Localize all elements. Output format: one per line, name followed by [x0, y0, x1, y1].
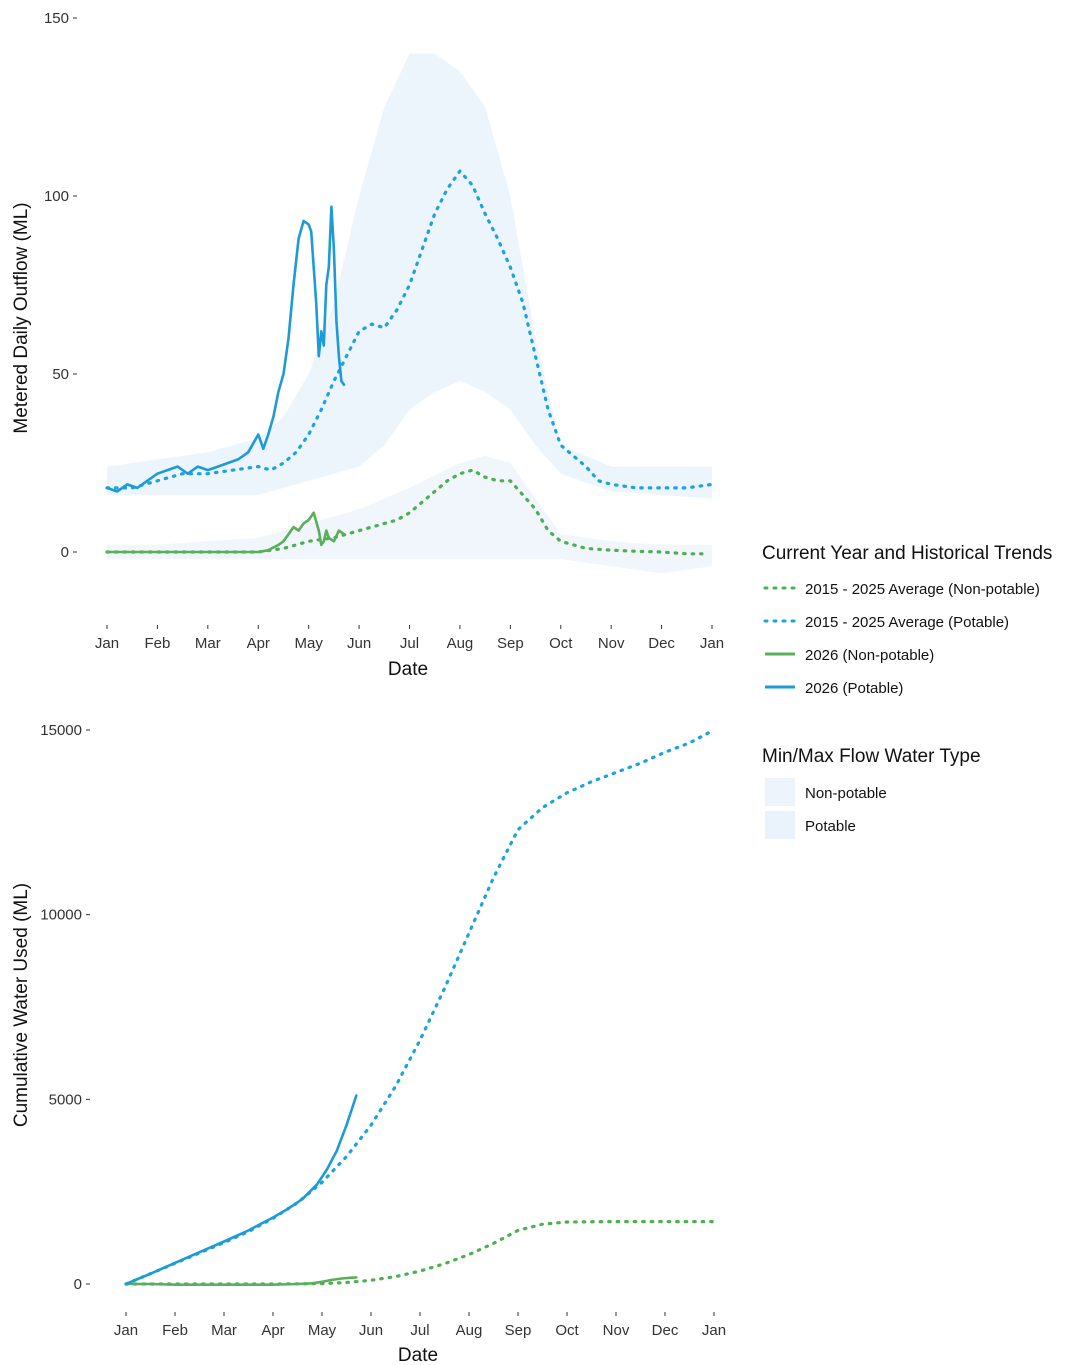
legend-key-fill-potable: [765, 811, 795, 839]
bottom-x-tick-label: Jan: [702, 1322, 726, 1339]
bottom-y-tick-label: 15000: [40, 722, 82, 739]
bottom-series-2026-potable: [124, 1094, 358, 1286]
legend-fills-title: Min/Max Flow Water Type: [762, 746, 981, 767]
bottom-x-tick-label: Jan: [114, 1322, 138, 1339]
top-x-tick-label: Jun: [347, 635, 371, 652]
top-x-tick-label: May: [294, 635, 323, 652]
legend-lines-title: Current Year and Historical Trends: [762, 543, 1052, 564]
legend-item-avg-nonpotable: 2015 - 2025 Average (Non-potable): [763, 581, 1040, 598]
bottom-y-tick-label: 10000: [40, 907, 82, 924]
bottom-x-tick-label: Apr: [261, 1322, 284, 1339]
top-x-tick-label: Mar: [195, 635, 221, 652]
top-series-2026-non-potable: [105, 511, 346, 554]
top-x-tick-label: Sep: [497, 635, 524, 652]
bottom-x-tick-label: Jun: [359, 1322, 383, 1339]
bottom-x-axis-title: Date: [398, 1345, 438, 1365]
bottom-y-axis-title: Cumulative Water Used (ML): [11, 883, 32, 1127]
legend-label-2026-potable: 2026 (Potable): [805, 680, 903, 697]
legend-label-fill-potable: Potable: [805, 818, 856, 835]
top-x-tick-label: Jul: [400, 635, 419, 652]
top-y-tick-label: 50: [52, 366, 69, 383]
bottom-series-2015-2025-average-non-potable: [124, 1220, 716, 1286]
bottom-x-tick-label: Mar: [211, 1322, 237, 1339]
legend-item-2026-potable: 2026 (Potable): [765, 680, 903, 697]
bottom-x-tick-label: Dec: [652, 1322, 679, 1339]
bottom-x-tick-label: Jul: [410, 1322, 429, 1339]
top-series-2015-2025-average-potable: [105, 169, 714, 490]
legend-label-fill-nonpotable: Non-potable: [805, 785, 887, 802]
bottom-x-tick-label: Nov: [603, 1322, 630, 1339]
legend-item-fill-potable: Potable: [765, 811, 856, 839]
cumulative-water-chart: 0 5000 10000 15000 Jan Feb Mar Apr May Jun Jul Aug S…: [40, 722, 726, 1339]
top-y-tick-label: 0: [61, 544, 69, 561]
top-x-tick-label: Jan: [95, 635, 119, 652]
top-x-tick-label: Dec: [648, 635, 675, 652]
bottom-x-tick-label: Aug: [456, 1322, 483, 1339]
legend-item-2026-nonpotable: 2026 (Non-potable): [765, 647, 934, 664]
legend-item-avg-potable: 2015 - 2025 Average (Potable): [763, 614, 1009, 631]
bottom-y-tick-label: 5000: [49, 1091, 82, 1108]
bottom-series-2015-2025-average-potable: [124, 728, 716, 1286]
top-y-tick-label: 150: [44, 10, 69, 27]
bottom-x-tick-label: Feb: [162, 1322, 188, 1339]
bottom-x-tick-label: May: [308, 1322, 337, 1339]
bottom-x-tick-label: Oct: [555, 1322, 579, 1339]
bottom-x-tick-label: Sep: [505, 1322, 532, 1339]
top-band-potable: [107, 53, 712, 499]
bottom-y-tick-label: 0: [74, 1276, 82, 1293]
legend: Current Year and Historical Trends 2015 …: [762, 543, 1052, 839]
legend-label-avg-nonpotable: 2015 - 2025 Average (Non-potable): [805, 581, 1040, 598]
top-x-tick-label: Oct: [549, 635, 573, 652]
legend-key-fill-nonpotable: [765, 778, 795, 806]
legend-item-fill-nonpotable: Non-potable: [765, 778, 887, 806]
legend-label-2026-nonpotable: 2026 (Non-potable): [805, 647, 934, 664]
top-x-tick-label: Nov: [598, 635, 625, 652]
bottom-series-2026-non-potable: [124, 1276, 358, 1286]
top-y-axis-title: Metered Daily Outflow (ML): [11, 202, 32, 433]
top-x-axis-title: Date: [388, 659, 428, 680]
top-band-non-potable: [107, 455, 712, 574]
daily-outflow-chart: 0 50 100 150 Jan Feb Mar Apr May Jun Jul Aug Sep Oct N…: [44, 10, 724, 652]
top-x-tick-label: Aug: [447, 635, 474, 652]
top-x-tick-label: Apr: [247, 635, 270, 652]
top-y-tick-label: 100: [44, 188, 69, 205]
top-series-2026-potable: [105, 205, 346, 493]
top-series-2015-2025-average-non-potable: [105, 468, 704, 556]
top-x-tick-label: Feb: [144, 635, 170, 652]
legend-label-avg-potable: 2015 - 2025 Average (Potable): [805, 614, 1009, 631]
top-x-tick-label: Jan: [700, 635, 724, 652]
